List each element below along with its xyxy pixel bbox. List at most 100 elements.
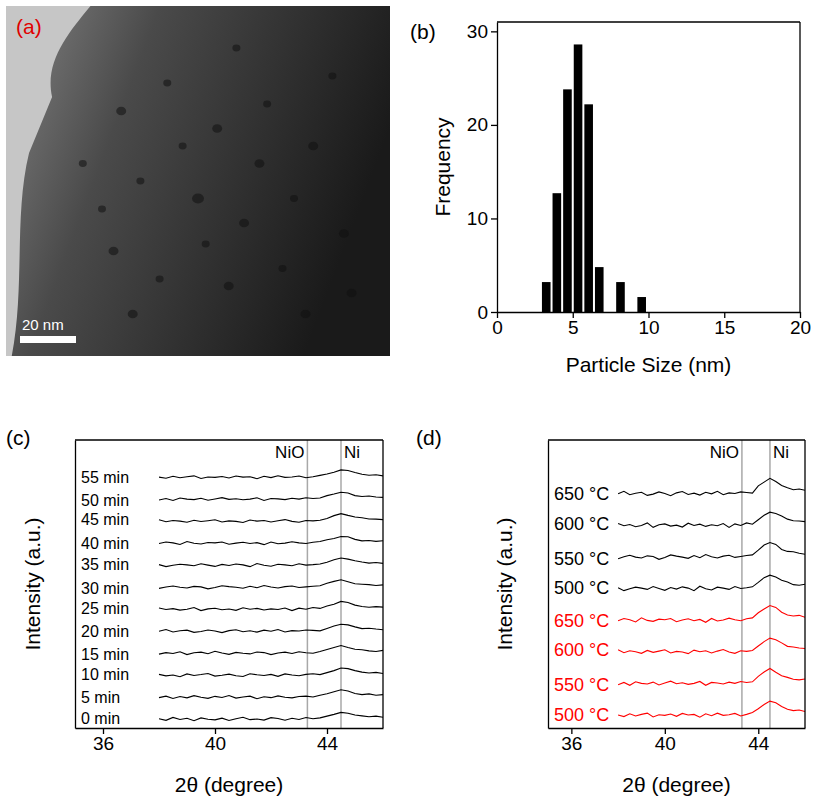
xrd-pattern bbox=[618, 638, 805, 654]
xrd-pattern bbox=[159, 514, 383, 523]
x-axis: 36 40 44 bbox=[549, 728, 806, 754]
axis-line bbox=[497, 23, 498, 313]
peak-label: NiO bbox=[710, 443, 739, 462]
tick-label: 44 bbox=[748, 733, 770, 754]
frame bbox=[382, 440, 383, 728]
particle bbox=[254, 159, 264, 168]
tick-label: 5 bbox=[568, 317, 579, 338]
peak-label: Ni bbox=[773, 443, 789, 462]
series-label: 10 min bbox=[81, 666, 129, 683]
tick-label: 0 bbox=[492, 317, 503, 338]
tick: 20 bbox=[467, 114, 497, 135]
tick: 40 bbox=[655, 728, 676, 754]
plot-marks bbox=[159, 440, 383, 728]
x-axis: 364044 bbox=[76, 728, 384, 754]
y-axis-title: Intensity (a.u.) bbox=[493, 517, 516, 650]
image-background bbox=[6, 6, 390, 356]
series-label: 30 min bbox=[81, 580, 129, 597]
bar bbox=[553, 193, 562, 312]
tick-label: 20 bbox=[790, 317, 811, 338]
series-labels: 0 min5 min10 min15 min20 min25 min30 min… bbox=[81, 469, 129, 728]
peak-label: Ni bbox=[344, 443, 360, 462]
scale-bar-label: 20 nm bbox=[22, 316, 64, 333]
y-axis-title: Frequency bbox=[431, 117, 454, 217]
frame bbox=[548, 439, 805, 440]
tick-label: 40 bbox=[655, 733, 676, 754]
scale-bar bbox=[20, 336, 76, 343]
particle bbox=[109, 247, 119, 256]
bar bbox=[595, 267, 604, 312]
bar bbox=[616, 282, 625, 312]
tick: 10 bbox=[467, 208, 497, 229]
series-label: 600 °C bbox=[554, 640, 609, 660]
particle bbox=[308, 142, 318, 151]
series-labels: 500 °C550 °C600 °C650 °C500 °C550 °C600 … bbox=[554, 484, 609, 725]
series-label: 55 min bbox=[81, 469, 129, 486]
particle bbox=[192, 193, 204, 203]
panel-letter: (c) bbox=[6, 426, 31, 449]
tick: 44 bbox=[317, 728, 339, 754]
bar bbox=[574, 44, 583, 312]
bar bbox=[563, 89, 572, 312]
xrd-pattern bbox=[618, 701, 805, 717]
x-axis-title: 2θ (degree) bbox=[622, 773, 731, 796]
particle bbox=[301, 310, 311, 319]
series-label: 50 min bbox=[81, 492, 129, 509]
x-axis: 0 5 10 15 20 bbox=[492, 312, 811, 338]
tick: 0 bbox=[492, 312, 503, 338]
tick-label: 44 bbox=[317, 733, 339, 754]
reference-line bbox=[769, 440, 771, 728]
particle bbox=[239, 219, 249, 228]
tick-label: 10 bbox=[638, 317, 659, 338]
tick-label: 30 bbox=[467, 21, 488, 42]
panel-letter: (b) bbox=[410, 20, 436, 43]
particle bbox=[116, 107, 126, 116]
series-label: 500 °C bbox=[554, 578, 609, 598]
tick: 10 bbox=[638, 312, 659, 338]
y-axis bbox=[548, 441, 549, 729]
panel-letter: (a) bbox=[16, 15, 42, 38]
tick: 36 bbox=[561, 728, 582, 754]
axis-line bbox=[549, 728, 806, 729]
x-axis-title: Particle Size (nm) bbox=[566, 353, 732, 376]
particle bbox=[339, 229, 349, 238]
tick: 30 bbox=[467, 21, 497, 42]
particle bbox=[136, 178, 144, 185]
tick-label: 40 bbox=[205, 733, 226, 754]
peak-label: NiO bbox=[275, 443, 304, 462]
figure-canvas: 20 nm (a) 0 5 10 15 20 0 10 20 30 (b) Particle Size … bbox=[0, 0, 825, 808]
xrd-panel: 0 min5 min10 min15 min20 min25 min30 min… bbox=[6, 426, 384, 796]
x-axis-title: 2θ (degree) bbox=[175, 773, 284, 796]
tick-label: 0 bbox=[477, 302, 488, 323]
series-label: 600 °C bbox=[554, 514, 609, 534]
series-label: 550 °C bbox=[554, 675, 609, 695]
reference-line bbox=[340, 440, 342, 728]
series-label: 15 min bbox=[81, 646, 129, 663]
series-label: 0 min bbox=[81, 710, 120, 727]
xrd-pattern bbox=[618, 512, 805, 527]
tick: 0 bbox=[477, 302, 497, 323]
particle bbox=[212, 124, 222, 133]
tick-label: 15 bbox=[714, 317, 735, 338]
xrd-pattern bbox=[618, 606, 805, 623]
tick: 20 bbox=[790, 312, 811, 338]
tem-image-panel: 20 nm (a) bbox=[6, 6, 390, 356]
series-label: 35 min bbox=[81, 556, 129, 573]
xrd-pattern bbox=[159, 537, 383, 545]
xrd-pattern bbox=[159, 712, 383, 720]
series-label: 650 °C bbox=[554, 611, 609, 631]
particle bbox=[179, 143, 187, 150]
xrd-pattern bbox=[159, 470, 383, 479]
y-axis bbox=[75, 441, 76, 729]
xrd-pattern bbox=[159, 492, 383, 500]
histogram-panel: 0 5 10 15 20 0 10 20 30 (b) Particle Size (nm) Freq… bbox=[410, 20, 811, 376]
xrd-pattern bbox=[159, 624, 383, 632]
axis-line bbox=[548, 441, 549, 729]
plot-marks bbox=[618, 440, 805, 728]
xrd-pattern bbox=[618, 543, 805, 560]
series-label: 20 min bbox=[81, 623, 129, 640]
bar bbox=[542, 282, 551, 312]
axis-line bbox=[75, 441, 76, 729]
bar bbox=[584, 104, 593, 312]
xrd-pattern bbox=[159, 690, 383, 699]
